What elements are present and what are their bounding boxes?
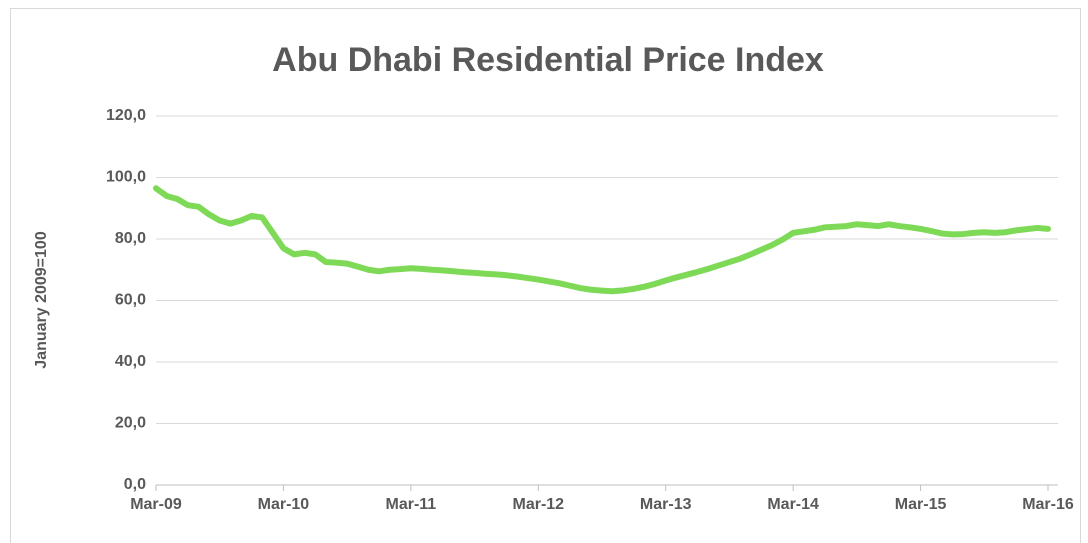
y-tick-label: 0,0 <box>124 476 146 493</box>
y-tick-label: 20,0 <box>115 415 146 432</box>
x-tick-label: Mar-16 <box>1022 496 1074 513</box>
chart-border <box>10 8 1081 543</box>
x-tick-label: Mar-15 <box>895 496 947 513</box>
y-tick-label: 80,0 <box>115 230 146 247</box>
data-line <box>153 185 1051 295</box>
chart-title: Abu Dhabi Residential Price Index <box>272 41 824 79</box>
y-tick-label: 60,0 <box>115 292 146 309</box>
y-tick-label: 100,0 <box>106 169 146 186</box>
y-axis-label: January 2009=100 <box>33 231 50 369</box>
y-tick-label: 120,0 <box>106 107 146 124</box>
x-tick-label: Mar-14 <box>767 496 819 513</box>
x-tick-label: Mar-12 <box>512 496 564 513</box>
x-tick-label: Mar-13 <box>640 496 692 513</box>
x-tick-label: Mar-09 <box>130 496 182 513</box>
x-tick-label: Mar-10 <box>258 496 310 513</box>
x-tick-label: Mar-11 <box>386 496 437 513</box>
y-tick-label: 40,0 <box>115 353 146 370</box>
